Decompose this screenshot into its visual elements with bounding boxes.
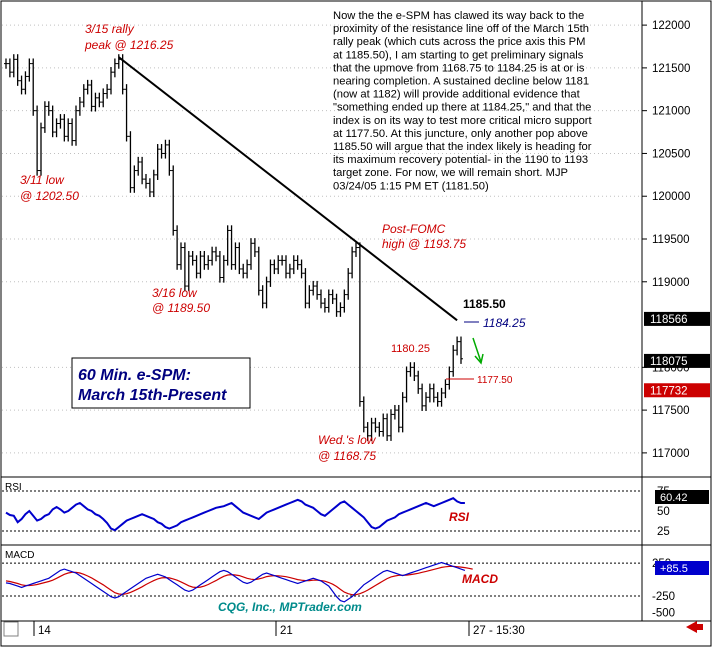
title-line2: March 15th-Present — [78, 387, 227, 404]
annotation-wed-low: Wed.'s low @ 1168.75 — [318, 433, 377, 463]
macd-panel-label: MACD — [5, 550, 34, 561]
price-tag — [644, 311, 710, 326]
commentary-line: that the upmove from 1168.75 to 1184.25 … — [333, 62, 585, 74]
resistance-line — [118, 56, 458, 322]
price-tick-label: 121500 — [652, 63, 690, 75]
price-tags: 118566 118075 117732 — [644, 311, 710, 398]
commentary-line: 03/24/05 1:15 PM ET (1181.50) — [333, 180, 489, 192]
red-arrow-icon[interactable] — [686, 621, 703, 633]
macd-tick-label: -500 — [652, 607, 675, 619]
rsi-value-text: 60.42 — [660, 492, 688, 504]
price-tick-label: 120500 — [652, 148, 690, 160]
scroll-corner[interactable] — [3, 621, 19, 637]
commentary-line: at 1185.50), I am starting to get prelim… — [333, 49, 584, 61]
commentary-line: at 1177.50. At this juncture, only anoth… — [333, 128, 588, 140]
title-box — [71, 357, 251, 409]
post-fomc-line1: Post-FOMC — [382, 222, 446, 236]
annotation-low-316: 3/16 low @ 1189.50 — [152, 286, 210, 315]
macd-value-tag — [655, 561, 709, 575]
price-tag-label: 117732 — [650, 385, 688, 397]
level-1185-label: 1185.50 — [463, 297, 506, 311]
price-tick-label: 117000 — [652, 448, 690, 460]
commentary-line: proximity of the resistance line off of … — [333, 23, 589, 35]
rsi-line — [5, 497, 465, 532]
price-tick-label: 119000 — [652, 277, 690, 289]
macd-signal-line — [5, 565, 473, 596]
x-tick-label: 21 — [280, 625, 293, 637]
rsi-tick-label: 50 — [657, 506, 670, 518]
commentary-line: rally peak (which cuts across the price … — [333, 36, 585, 48]
price-tag-label: 118566 — [650, 314, 688, 326]
price-tag — [644, 383, 710, 398]
rsi-tick-label: 25 — [657, 526, 670, 538]
macd-line — [5, 561, 466, 603]
commentary-line: target zone. For now, we will remain sho… — [333, 167, 568, 179]
price-tick-label: 117500 — [652, 405, 690, 417]
commentary-line: its maximum recovery potential- in the 1… — [333, 154, 588, 166]
macd-series-label: MACD — [462, 572, 498, 586]
post-fomc-line2: high @ 1193.75 — [382, 237, 466, 251]
commentary-line: 1185.50 will argue that the index likely… — [333, 141, 592, 153]
wed-low-line2: @ 1168.75 — [318, 449, 376, 463]
commentary-line: index is on its way to test more critica… — [333, 115, 593, 127]
watermark: CQG, Inc., MPTrader.com — [218, 600, 362, 614]
price-tick-label: 122000 — [652, 20, 690, 32]
wed-low-line1: Wed.'s low — [318, 433, 377, 447]
level-1184-label: 1184.25 — [483, 316, 526, 330]
commentary-line: "something ended up there at 1184.25," a… — [333, 102, 591, 114]
low-316-line2: @ 1189.50 — [152, 301, 210, 315]
title-line1: 60 Min. e-SPM: — [78, 367, 191, 384]
x-tick-label: 27 - 15:30 — [473, 625, 525, 637]
commentary-line: (now at 1182) will provide additional ev… — [333, 89, 581, 101]
low-311-line1: 3/11 low — [20, 173, 65, 187]
price-tag — [644, 353, 710, 368]
low-311-line2: @ 1202.50 — [20, 189, 79, 203]
x-tick-label: 14 — [38, 625, 51, 637]
annotation-post-fomc: Post-FOMC high @ 1193.75 — [382, 222, 466, 251]
price-bars — [4, 54, 463, 441]
rally-peak-line2: peak @ 1216.25 — [84, 38, 174, 52]
level-1177-label: 1177.50 — [477, 375, 513, 386]
commentary-text: Now the the e-SPM has clawed its way bac… — [333, 10, 593, 192]
rsi-value-tag — [655, 490, 709, 504]
annotation-rally-peak: 3/15 rally peak @ 1216.25 — [84, 22, 174, 52]
macd-tick-label: -250 — [652, 591, 675, 603]
price-tick-label: 121000 — [652, 106, 690, 118]
level-1180-label: 1180.25 — [391, 343, 430, 355]
price-tick-label: 119500 — [652, 234, 690, 246]
low-316-line1: 3/16 low — [152, 286, 198, 300]
rsi-panel-label: RSI — [5, 482, 22, 493]
commentary-line: Now the the e-SPM has clawed its way bac… — [333, 10, 584, 22]
macd-value-text: +85.5 — [660, 563, 688, 575]
price-axis-ticks: 122000 121500 121000 120500 120000 119500 1190… — [642, 20, 690, 460]
price-tag-label: 118075 — [650, 356, 688, 368]
price-tick-label: 120000 — [652, 191, 690, 203]
annotation-low-311: 3/11 low @ 1202.50 — [20, 173, 79, 203]
x-axis-ticks: 14 21 27 - 15:30 — [33, 621, 525, 637]
rally-peak-line1: 3/15 rally — [85, 22, 135, 36]
down-arrow — [472, 337, 484, 365]
rsi-series-label: RSI — [449, 510, 470, 524]
commentary-line: nearing completion. A sustained decline … — [333, 76, 589, 88]
